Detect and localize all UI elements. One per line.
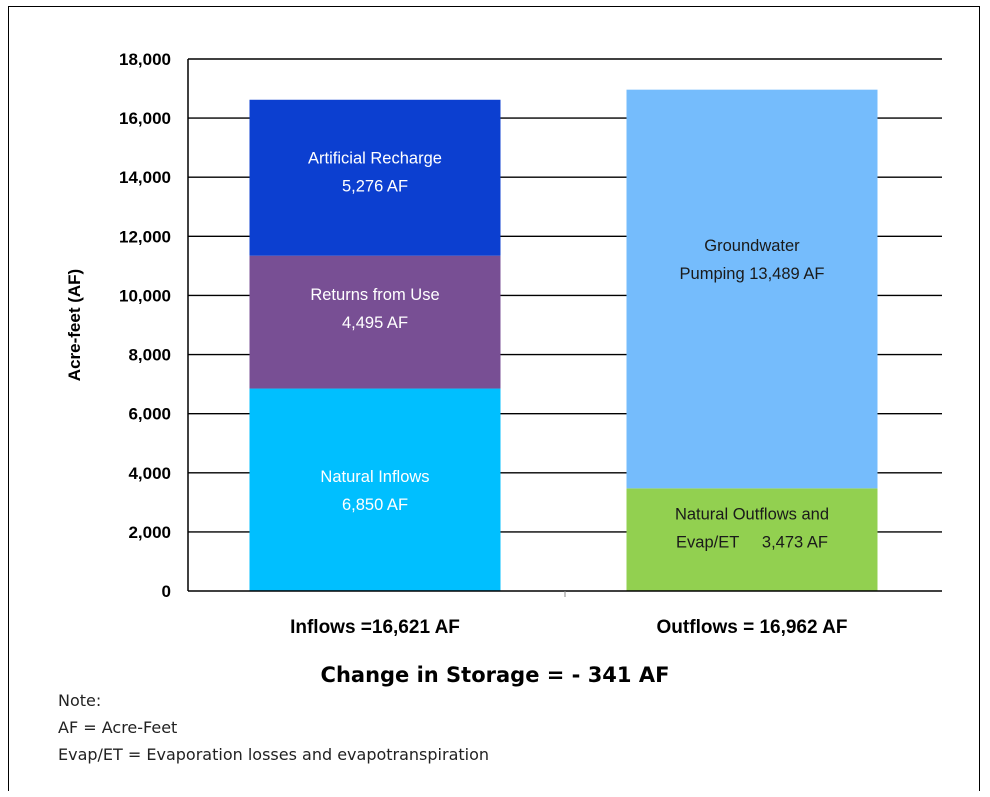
y-tick-label-0: 0 — [162, 582, 171, 601]
y-tick-label-16000: 16,000 — [119, 109, 171, 128]
labels-group: 0 2,000 4,000 6,000 8,000 10,000 12,000 14,000 1… — [65, 50, 847, 638]
y-tick-label-12000: 12,000 — [119, 227, 171, 246]
segment-label-line: Groundwater — [704, 237, 800, 255]
segment-label-line: Pumping 13,489 AF — [680, 265, 825, 283]
bar-0-segment-0 — [249, 388, 501, 591]
segment-label-line: Evap/ET 3,473 AF — [676, 534, 828, 552]
y-tick-label-8000: 8,000 — [128, 346, 171, 365]
axes-group — [187, 59, 942, 597]
bar-1-segment-0 — [626, 488, 878, 591]
bars-group — [249, 89, 878, 591]
bar-0-segment-1 — [249, 255, 501, 389]
segment-label-line: 6,850 AF — [342, 496, 408, 514]
segment-label-1-0: Natural Outflows and Evap/ET 3,473 AF — [675, 506, 829, 552]
segment-label-line: Artificial Recharge — [308, 150, 442, 168]
chart-frame — [8, 6, 980, 791]
segment-label-0-0: Natural Inflows 6,850 AF — [320, 468, 429, 514]
x-category-label-1: Outflows = 16,962 AF — [657, 617, 848, 638]
change-in-storage-summary: Change in Storage = - 341 AF — [320, 663, 670, 687]
segment-label-line: Natural Inflows — [320, 468, 429, 486]
y-tick-label-4000: 4,000 — [128, 464, 171, 483]
x-category-label-0: Inflows =16,621 AF — [290, 617, 460, 638]
segment-label-line: Natural Outflows and — [675, 506, 829, 524]
bar-0-segment-2 — [249, 99, 501, 256]
segment-label-1-1: Groundwater Pumping 13,489 AF — [680, 237, 825, 283]
segment-label-0-2: Artificial Recharge 5,276 AF — [308, 150, 442, 196]
y-tick-label-10000: 10,000 — [119, 286, 171, 305]
notes-line-af: AF = Acre-Feet — [58, 718, 178, 737]
segment-label-line: 4,495 AF — [342, 314, 408, 332]
notes-block: Note: AF = Acre-Feet Evap/ET = Evaporati… — [58, 687, 489, 768]
bar-1-segment-1 — [626, 89, 878, 489]
segment-label-line: 5,276 AF — [342, 178, 408, 196]
y-tick-label-6000: 6,000 — [128, 405, 171, 424]
segment-label-0-1: Returns from Use 4,495 AF — [310, 286, 439, 332]
y-tick-label-18000: 18,000 — [119, 50, 171, 69]
notes-line-evap: Evap/ET = Evaporation losses and evapotr… — [58, 745, 490, 764]
y-tick-label-2000: 2,000 — [128, 523, 171, 542]
y-axis-title: Acre-feet (AF) — [65, 269, 84, 381]
y-tick-label-14000: 14,000 — [119, 168, 171, 187]
segment-label-line: Returns from Use — [310, 286, 439, 304]
stacked-bar-chart: 0 2,000 4,000 6,000 8,000 10,000 12,000 14,000 1… — [65, 50, 942, 638]
notes-heading: Note: — [58, 691, 102, 710]
